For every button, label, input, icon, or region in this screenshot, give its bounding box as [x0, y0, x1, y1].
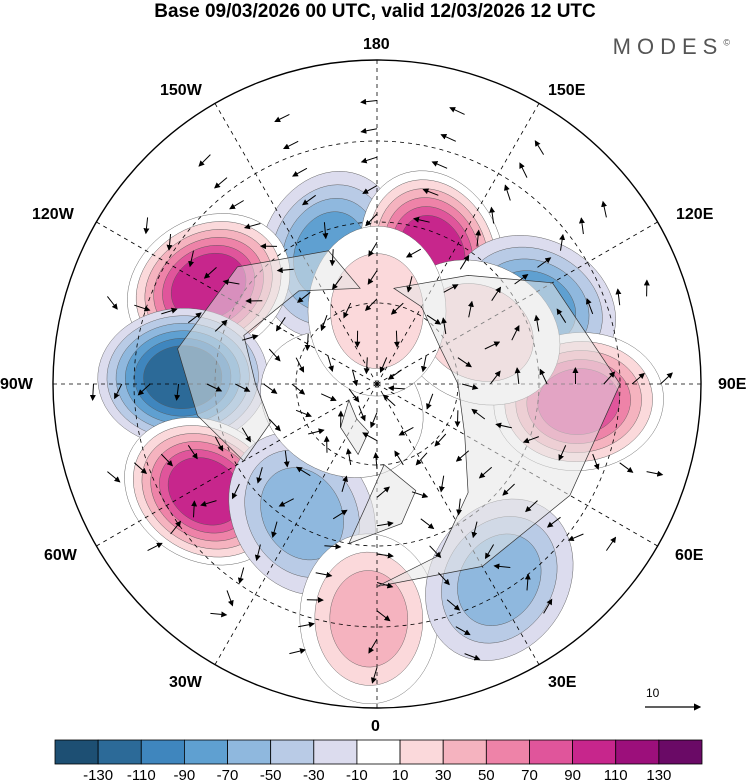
flow-arrow	[396, 331, 397, 347]
colorbar-tick-label: 50	[478, 767, 495, 784]
modes-logo: MODES©	[613, 34, 730, 60]
colorbar-tick-label: 130	[646, 767, 671, 784]
colorbar-swatch	[271, 740, 314, 764]
vector-key-label: 10	[646, 686, 659, 700]
colorbar-tick-label: -90	[174, 767, 196, 784]
colorbar-swatch	[98, 740, 141, 764]
lon-label-0: 0	[371, 718, 380, 736]
lon-label-180: 180	[363, 36, 390, 54]
colorbar-tick-label: -130	[83, 767, 113, 784]
lon-label-150e: 150E	[548, 82, 585, 100]
colorbar-swatch	[228, 740, 271, 764]
colorbar-tick-label: -110	[127, 767, 156, 784]
colorbar-tick-label: 110	[604, 767, 628, 784]
colorbar-swatch	[141, 740, 184, 764]
colorbar-swatch	[184, 740, 227, 764]
colorbar-swatch	[55, 740, 98, 764]
colorbar-swatch	[573, 740, 616, 764]
colorbar-swatch	[659, 740, 702, 764]
colorbar-tick-label: -10	[346, 767, 368, 784]
colorbar-tick-label: 90	[564, 767, 581, 784]
colorbar-tick-label: 70	[521, 767, 538, 784]
colorbar-swatch	[486, 740, 529, 764]
flow-arrow	[457, 410, 458, 426]
colorbar-tick-label: 30	[435, 767, 452, 784]
colorbar-swatch	[529, 740, 572, 764]
brand-mark: ©	[723, 38, 730, 48]
colorbar-swatch	[400, 740, 443, 764]
colorbar-swatch	[616, 740, 659, 764]
colorbar	[55, 740, 702, 764]
lon-label-90e: 90E	[718, 376, 746, 394]
colorbar-tick-label: -50	[260, 767, 282, 784]
colorbar-tick-label: -70	[217, 767, 239, 784]
colorbar-swatch	[314, 740, 357, 764]
brand-text: MODES	[613, 34, 724, 59]
colorbar-tick-label: 10	[392, 767, 409, 784]
lon-label-60w: 60W	[44, 547, 77, 565]
lon-label-120w: 120W	[32, 206, 74, 224]
colorbar-swatch	[357, 740, 400, 764]
lon-label-150w: 150W	[160, 82, 202, 100]
colorbar-tick-label: -30	[303, 767, 325, 784]
lon-label-90w: 90W	[0, 376, 33, 394]
map-title: Base 09/03/2026 00 UTC, valid 12/03/2026…	[0, 0, 750, 24]
lon-label-30e: 30E	[548, 674, 576, 692]
lon-label-30w: 30W	[169, 674, 202, 692]
lon-label-60e: 60E	[675, 547, 703, 565]
colorbar-swatch	[443, 740, 486, 764]
lon-label-120e: 120E	[676, 206, 713, 224]
